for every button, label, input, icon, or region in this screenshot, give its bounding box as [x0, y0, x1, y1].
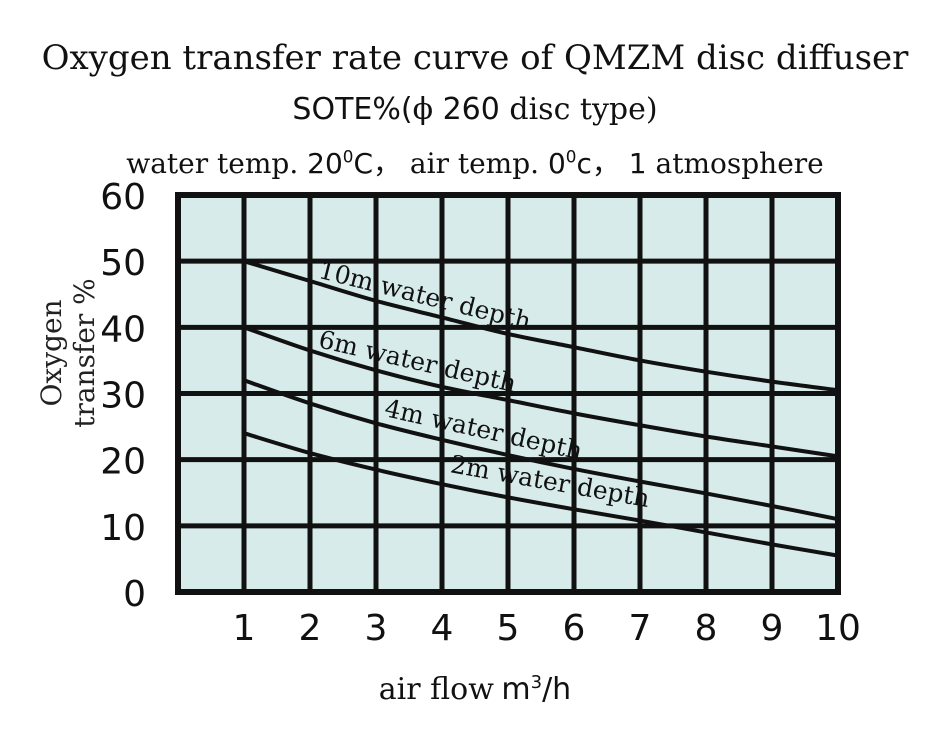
y-tick-label: 0: [123, 574, 146, 615]
subtitle-number: 260: [442, 92, 500, 127]
cond-air-temp-label: air temp.: [409, 147, 540, 180]
x-axis-unit-tail: /h: [542, 672, 572, 707]
series-curve: [243, 259, 839, 393]
subtitle-text: disc type): [509, 92, 658, 127]
cond-air-temp-value: 0: [547, 147, 566, 180]
y-ticks: 0 10 20 30 40 50 60: [100, 177, 146, 615]
x-tick-label: 3: [365, 608, 388, 649]
cond-water-temp-sup: 0: [342, 146, 354, 167]
x-axis-label: air flow m3/h: [0, 672, 950, 707]
cond-pressure-label: atmosphere: [655, 147, 824, 180]
x-tick-label: 9: [761, 608, 784, 649]
plot-frame: [175, 192, 841, 595]
y-tick-label: 40: [100, 309, 146, 350]
cond-water-temp-unit: C，: [353, 147, 402, 180]
series-curve: [243, 431, 839, 558]
y-tick-label: 50: [100, 243, 146, 284]
x-tick-label: 5: [497, 608, 520, 649]
x-tick-label: 1: [233, 608, 256, 649]
cond-pressure-value: 1: [628, 147, 647, 180]
test-conditions: water temp. 200C， air temp. 00c， 1 atmos…: [0, 142, 950, 182]
series-curve: [243, 325, 839, 459]
x-axis-label-text: air flow: [378, 672, 494, 707]
x-tick-label: 10: [815, 608, 861, 649]
x-ticks: 1 2 3 4 5 6 7 8 9 10: [233, 608, 861, 649]
cond-water-temp-value: 20: [307, 147, 343, 180]
series-curve: [243, 378, 839, 522]
series-curves: [243, 259, 839, 558]
y-tick-label: 60: [100, 177, 146, 218]
phi-symbol: ϕ: [412, 92, 434, 127]
y-tick-label: 30: [100, 376, 146, 417]
x-axis-unit-sup: 3: [530, 672, 543, 693]
cond-air-temp-unit: c，: [576, 147, 620, 180]
x-tick-label: 7: [629, 608, 652, 649]
x-tick-label: 4: [431, 608, 454, 649]
x-tick-label: 6: [563, 608, 586, 649]
x-tick-label: 2: [299, 608, 322, 649]
y-tick-label: 10: [100, 508, 146, 549]
cond-air-temp-sup: 0: [565, 146, 577, 167]
chart-title: Oxygen transfer rate curve of QMZM disc …: [41, 38, 909, 78]
y-tick-label: 20: [100, 442, 146, 483]
cond-water-temp-label: water temp.: [126, 147, 299, 180]
subtitle-lead: SOTE%(: [292, 92, 413, 127]
x-tick-label: 8: [695, 608, 718, 649]
x-axis-unit: m: [501, 672, 531, 707]
chart-subtitle: SOTE%(ϕ 260 disc type): [0, 92, 950, 127]
